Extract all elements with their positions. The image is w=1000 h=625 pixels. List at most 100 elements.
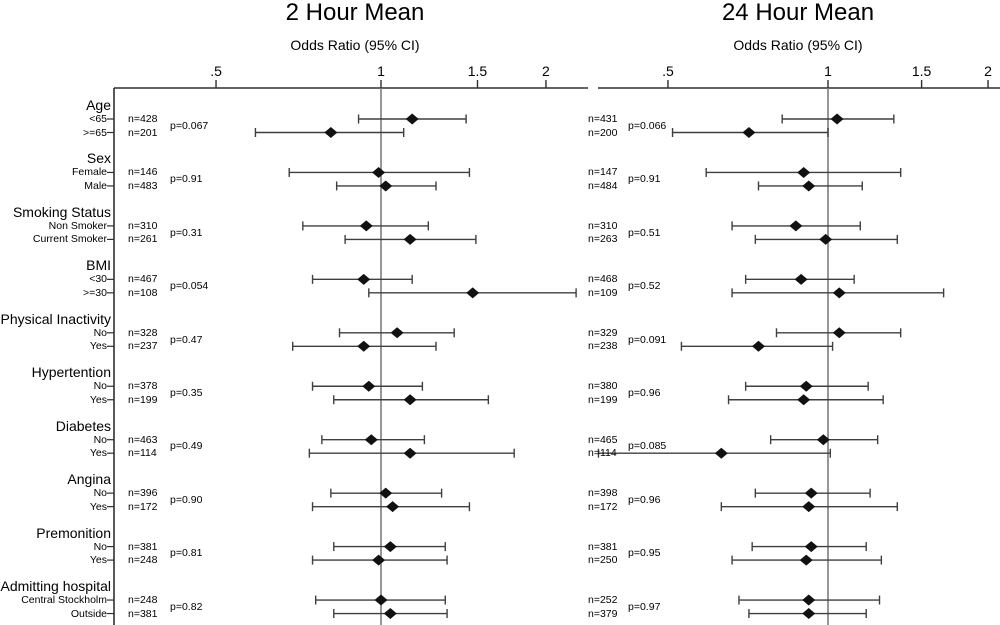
row-label: Male <box>84 179 107 192</box>
or-point-diamond <box>799 380 813 392</box>
or-point-diamond <box>383 608 397 620</box>
or-point-diamond <box>390 327 404 339</box>
n-label: n=378 <box>128 380 158 393</box>
or-point-diamond <box>379 487 393 499</box>
n-label: n=252 <box>588 594 618 607</box>
group-label: Physical Inactivity <box>0 310 111 327</box>
n-label: n=396 <box>128 487 158 500</box>
p-label: p=0.066 <box>628 119 667 132</box>
row-label: No <box>93 326 107 339</box>
n-label: n=263 <box>588 233 618 246</box>
n-label: n=380 <box>588 380 618 393</box>
or-point-diamond <box>372 166 386 178</box>
p-label: p=0.054 <box>170 280 209 293</box>
or-point-diamond <box>789 220 803 232</box>
n-label: n=146 <box>128 166 158 179</box>
p-label: p=0.47 <box>170 333 203 346</box>
tick-label: 2 <box>984 62 992 79</box>
or-point-diamond <box>324 127 338 138</box>
group-label: Sex <box>86 150 111 167</box>
or-point-diamond <box>802 180 816 192</box>
row-label: No <box>93 540 107 553</box>
or-point-diamond <box>832 287 846 299</box>
or-point-diamond <box>751 340 765 352</box>
n-label: n=114 <box>128 447 157 460</box>
or-point-diamond <box>802 594 816 606</box>
n-label: n=248 <box>128 594 158 607</box>
or-point-diamond <box>714 447 728 459</box>
row-label: Yes <box>89 554 107 567</box>
or-point-diamond <box>466 287 480 299</box>
or-point-diamond <box>405 113 419 125</box>
n-label: n=467 <box>128 273 158 286</box>
or-point-diamond <box>383 541 397 553</box>
or-point-diamond <box>359 220 373 232</box>
p-label: p=0.067 <box>170 119 209 132</box>
or-point-diamond <box>802 608 816 620</box>
group-label: Angina <box>67 471 111 488</box>
row-label: No <box>93 487 107 500</box>
or-point-diamond <box>364 434 378 446</box>
panel-title: 2 Hour Mean <box>285 0 425 27</box>
p-label: p=0.091 <box>628 333 667 346</box>
row-label: Yes <box>89 393 107 406</box>
tick-label: 2 <box>542 62 550 79</box>
p-label: p=0.49 <box>170 440 203 453</box>
row-label: >=30 <box>83 286 107 299</box>
p-label: p=0.085 <box>628 440 667 453</box>
group-label: Admitting hospital <box>0 578 111 594</box>
row-label: <65 <box>89 112 107 125</box>
n-label: n=199 <box>128 393 158 406</box>
n-label: n=428 <box>128 112 158 125</box>
or-point-diamond <box>830 113 844 125</box>
n-label: n=379 <box>588 607 618 620</box>
n-label: n=381 <box>128 607 158 620</box>
n-label: n=248 <box>128 554 158 567</box>
or-point-diamond <box>374 594 388 606</box>
n-label: n=381 <box>128 540 158 553</box>
n-label: n=109 <box>588 286 618 299</box>
n-label: n=398 <box>588 487 618 500</box>
p-label: p=0.96 <box>628 493 661 506</box>
or-point-diamond <box>802 501 816 513</box>
group-label: Hypertention <box>31 364 111 381</box>
p-label: p=0.91 <box>628 173 661 186</box>
n-label: n=465 <box>588 433 618 446</box>
or-point-diamond <box>804 487 818 499</box>
n-label: n=431 <box>588 112 618 125</box>
n-label: n=468 <box>588 273 618 286</box>
row-label: Non Smoker <box>48 219 107 232</box>
panel-title: 24 Hour Mean <box>721 0 875 27</box>
n-label: n=201 <box>128 126 158 139</box>
axis-subtitle: Odds Ratio (95% CI) <box>290 36 420 53</box>
row-label: Yes <box>89 447 107 460</box>
or-point-diamond <box>357 340 371 352</box>
n-label: n=310 <box>588 219 618 232</box>
p-label: p=0.96 <box>628 386 661 399</box>
n-label: n=108 <box>128 286 158 299</box>
or-point-diamond <box>804 541 818 553</box>
p-label: p=0.51 <box>628 226 661 239</box>
p-label: p=0.91 <box>170 173 203 186</box>
row-label: Outside <box>70 607 107 620</box>
n-label: n=261 <box>128 233 158 246</box>
or-point-diamond <box>794 273 808 285</box>
p-label: p=0.97 <box>628 600 661 613</box>
or-point-diamond <box>386 501 400 513</box>
p-label: p=0.31 <box>170 226 203 239</box>
n-label: n=381 <box>588 540 618 553</box>
row-label: No <box>93 380 107 393</box>
or-point-diamond <box>799 554 813 566</box>
n-label: n=328 <box>128 326 158 339</box>
n-label: n=172 <box>128 500 158 513</box>
p-label: p=0.82 <box>170 600 203 613</box>
or-point-diamond <box>797 394 811 406</box>
row-label: Central Stockholm <box>21 594 107 607</box>
tick-label: 1.5 <box>911 62 932 79</box>
or-point-diamond <box>372 554 386 566</box>
group-label: Age <box>86 96 111 113</box>
or-point-diamond <box>362 380 376 392</box>
or-point-diamond <box>403 394 417 406</box>
n-label: n=172 <box>588 500 618 513</box>
